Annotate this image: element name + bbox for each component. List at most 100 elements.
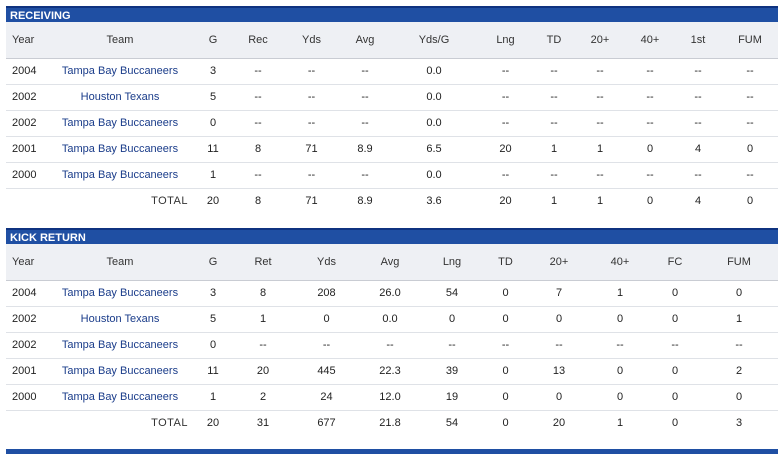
team-link[interactable]: Tampa Bay Buccaneers: [46, 110, 194, 137]
table-cell: 0: [650, 280, 700, 307]
total-cell: 31: [256, 417, 270, 430]
receiving-col-header: Year: [6, 22, 46, 59]
kick-return-col-header: TD: [483, 244, 528, 281]
table-cell: 2004: [6, 280, 46, 307]
table-cell: 2: [700, 358, 778, 385]
table-cell: 3: [194, 58, 232, 85]
table-cell: --: [722, 84, 778, 111]
team-link[interactable]: Houston Texans: [46, 306, 194, 333]
table-cell: --: [626, 84, 674, 111]
team-link[interactable]: Tampa Bay Buccaneers: [46, 162, 194, 189]
receiving-col-header: Yds/G: [391, 22, 477, 59]
table-row: 2001 Tampa Bay Buccaneers 11 20 445 22.3 39 0 13…: [6, 358, 778, 385]
table-cell: --: [626, 110, 674, 137]
table-cell: --: [674, 58, 722, 85]
kick-return-col-header: 40+: [590, 244, 650, 281]
table-row: 2000 Tampa Bay Buccaneers 1 -- -- -- 0.0 -- -- --…: [6, 162, 778, 189]
table-cell: --: [674, 84, 722, 111]
table-cell: --: [528, 332, 590, 359]
team-link[interactable]: Houston Texans: [46, 84, 194, 111]
table-cell: 0: [483, 280, 528, 307]
total-cell: 71: [305, 195, 318, 208]
table-cell: --: [650, 332, 700, 359]
table-cell: 39: [421, 358, 483, 385]
table-row: 2001 Tampa Bay Buccaneers 11 8 71 8.9 6.5 20 1 1 0…: [6, 136, 778, 163]
table-cell: 0: [700, 384, 778, 411]
total-cell: 21.8: [379, 417, 401, 430]
total-row: TOTAL 20 8 71 8.9 3.6 20 1 1 0 4 0: [6, 188, 778, 214]
table-cell: --: [232, 110, 284, 137]
table-cell: 1: [232, 306, 294, 333]
total-cell: 0: [746, 195, 754, 208]
table-cell: 5: [194, 84, 232, 111]
table-cell: 2001: [6, 136, 46, 163]
table-cell: 0: [650, 306, 700, 333]
team-link[interactable]: Tampa Bay Buccaneers: [46, 58, 194, 85]
receiving-col-header: Rec: [232, 22, 284, 59]
total-cell: 4: [694, 195, 702, 208]
table-cell: 2004: [6, 58, 46, 85]
table-cell: 0.0: [391, 162, 477, 189]
total-cell: 20: [499, 195, 512, 208]
table-cell: --: [284, 58, 339, 85]
total-cell: 677: [317, 417, 336, 430]
table-cell: 13: [528, 358, 590, 385]
kick-return-col-header: Year: [6, 244, 46, 281]
table-row: 2002 Houston Texans 5 1 0 0.0 0 0 0 0 0 1: [6, 306, 778, 333]
table-cell: --: [534, 110, 574, 137]
total-cell: 20: [206, 417, 220, 430]
table-row: 2002 Tampa Bay Buccaneers 0 -- -- -- 0.0 -- -- --…: [6, 110, 778, 137]
table-cell: 5: [194, 306, 232, 333]
table-cell: 0.0: [359, 306, 421, 333]
kick-return-title: KICK RETURN: [6, 228, 778, 244]
table-cell: 22.3: [359, 358, 421, 385]
table-cell: --: [477, 58, 534, 85]
team-link[interactable]: Tampa Bay Buccaneers: [46, 332, 194, 359]
team-link[interactable]: Tampa Bay Buccaneers: [46, 136, 194, 163]
table-cell: 8: [232, 136, 284, 163]
table-cell: --: [590, 332, 650, 359]
team-link[interactable]: Tampa Bay Buccaneers: [46, 384, 194, 411]
table-cell: 3: [194, 280, 232, 307]
table-cell: 0: [626, 136, 674, 163]
table-cell: --: [284, 162, 339, 189]
table-cell: --: [359, 332, 421, 359]
table-cell: --: [284, 110, 339, 137]
total-cell: 3.6: [426, 195, 442, 208]
receiving-title: RECEIVING: [6, 6, 778, 22]
team-link[interactable]: Tampa Bay Buccaneers: [46, 280, 194, 307]
table-cell: 1: [590, 280, 650, 307]
table-cell: --: [232, 58, 284, 85]
table-cell: 0: [294, 306, 359, 333]
table-cell: 0.0: [391, 84, 477, 111]
team-link[interactable]: Tampa Bay Buccaneers: [46, 358, 194, 385]
table-cell: 0.0: [391, 110, 477, 137]
receiving-header-row: Year Team G Rec Yds Avg Yds/G Lng TD 20+ 40+ 1st FUM: [6, 22, 778, 59]
table-cell: --: [232, 332, 294, 359]
total-row: TOTAL 20 31 677 21.8 54 0 20 1 0 3: [6, 410, 778, 436]
table-cell: --: [339, 58, 391, 85]
table-cell: --: [232, 162, 284, 189]
table-cell: --: [722, 110, 778, 137]
table-cell: --: [534, 58, 574, 85]
total-cell: 0: [671, 417, 679, 430]
table-cell: 71: [284, 136, 339, 163]
table-cell: 2000: [6, 162, 46, 189]
kick-return-col-header: G: [194, 244, 232, 281]
table-cell: --: [294, 332, 359, 359]
total-cell: 20: [552, 417, 566, 430]
table-cell: 0: [590, 358, 650, 385]
table-cell: --: [574, 162, 626, 189]
table-row: 2002 Tampa Bay Buccaneers 0 -- -- -- -- -- -- -- -…: [6, 332, 778, 359]
table-cell: 1: [194, 162, 232, 189]
receiving-col-header: Team: [46, 22, 194, 59]
kick-return-col-header: Lng: [421, 244, 483, 281]
table-cell: --: [339, 84, 391, 111]
table-cell: --: [421, 332, 483, 359]
table-cell: --: [477, 84, 534, 111]
receiving-col-header: FUM: [722, 22, 778, 59]
receiving-col-header: G: [194, 22, 232, 59]
receiving-col-header: Lng: [477, 22, 534, 59]
table-cell: 0: [590, 384, 650, 411]
table-cell: 20: [477, 136, 534, 163]
